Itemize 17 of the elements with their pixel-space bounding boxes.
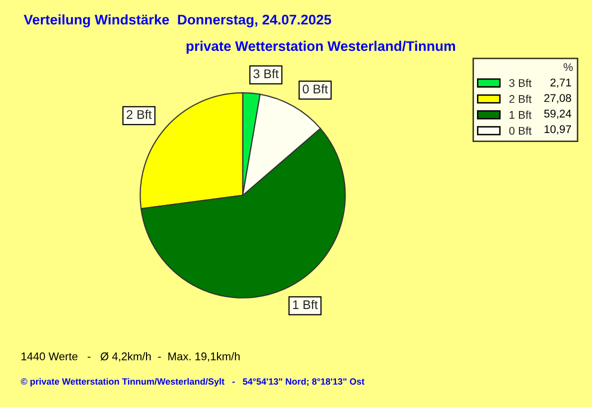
- legend-title: %: [564, 63, 573, 72]
- data-label: 27,08: [544, 94, 572, 104]
- legend-label: 3 Bft: [509, 78, 532, 87]
- legend-label: 0 Bft: [509, 126, 532, 135]
- data-label: 2,71: [550, 78, 572, 88]
- slice-label: 3 Bft: [253, 69, 279, 78]
- text: © private Wetterstation Tinnum/Westerland/Sylt - 54°54'13" Nord; 8°18'13" Ost: [20, 378, 364, 386]
- chart-subtitle: private Wetterstation Westerland/Tinnum: [186, 40, 455, 54]
- slice-label: 1 Bft: [293, 300, 318, 310]
- slice-label: 2 Bft: [126, 110, 152, 119]
- text: 1440 Werte - Ø 4,2km/h - Max. 19,1km/h: [22, 352, 240, 362]
- legend-label: 2 Bft: [509, 94, 532, 103]
- chart-title: Verteilung Windstärke Donnerstag, 24.07.2025: [24, 14, 332, 28]
- slice-label: 0 Bft: [302, 84, 328, 94]
- legend-label: 1 Bft: [510, 110, 532, 119]
- data-label: 10,97: [544, 125, 572, 134]
- data-label: 59,24: [544, 110, 572, 119]
